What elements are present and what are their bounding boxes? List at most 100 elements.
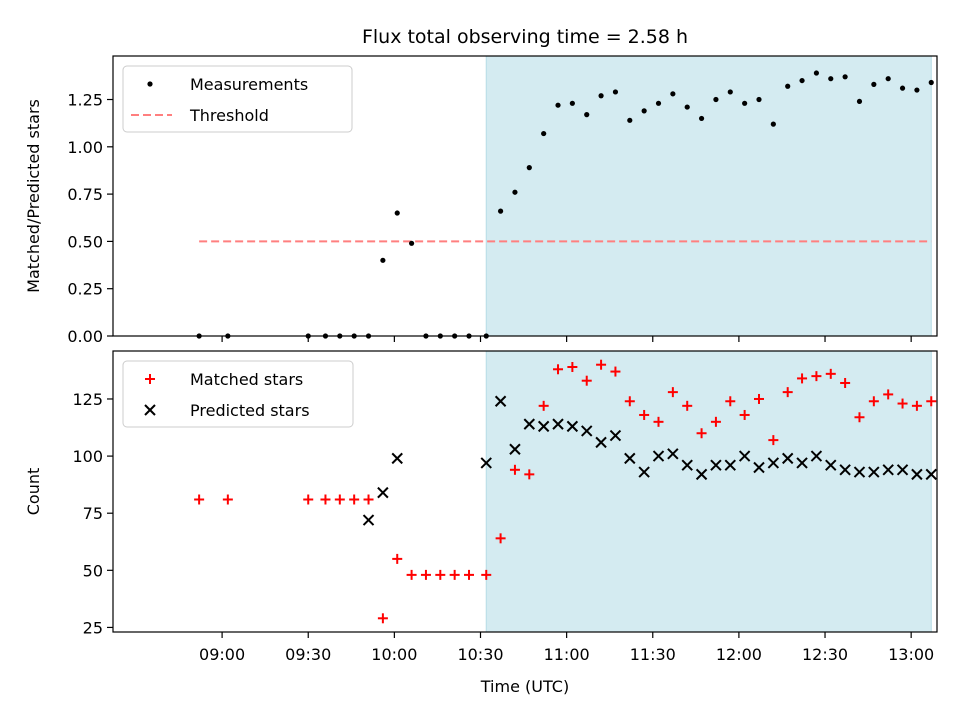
data-point	[899, 85, 906, 91]
data-point	[914, 87, 920, 93]
data-point	[553, 364, 564, 375]
series-matched-stars	[194, 359, 937, 624]
data-point	[926, 396, 937, 407]
data-point	[494, 395, 507, 407]
y-axis-label: Matched/Predicted stars	[24, 99, 43, 293]
data-point	[756, 96, 762, 103]
data-point	[753, 393, 764, 404]
legend-marker	[147, 81, 153, 87]
data-point	[768, 435, 779, 446]
data-point	[638, 466, 650, 478]
y-tick-label: 25	[83, 618, 103, 637]
x-b	[494, 395, 507, 407]
data-point	[555, 102, 561, 108]
data-point	[896, 464, 909, 476]
data-point	[897, 398, 908, 409]
data-point	[727, 89, 733, 95]
x-b	[509, 443, 521, 455]
x-b	[552, 418, 564, 430]
x-b	[882, 464, 894, 476]
data-point	[610, 366, 621, 377]
x-b	[839, 464, 851, 476]
data-point	[781, 452, 794, 465]
data-point	[362, 514, 375, 526]
x-b	[377, 486, 389, 499]
data-point	[742, 100, 748, 106]
data-point	[194, 494, 205, 505]
data-point	[435, 569, 446, 580]
data-point	[797, 373, 808, 384]
data-point	[526, 165, 532, 171]
x-b	[911, 468, 923, 481]
x-b	[868, 466, 880, 478]
y-tick-label: 125	[72, 390, 103, 409]
x-tick-label: 12:00	[716, 645, 762, 664]
x-tick-label: 10:30	[457, 645, 503, 664]
observing-span	[485, 55, 932, 337]
data-point	[883, 389, 894, 400]
data-point	[882, 464, 894, 476]
x-b	[810, 450, 823, 462]
data-point	[394, 210, 400, 216]
x-b	[638, 466, 650, 478]
x-b	[652, 450, 665, 462]
data-point	[541, 130, 547, 137]
data-point	[853, 466, 866, 478]
data-point	[349, 494, 360, 505]
x-axis-label: Time (UTC)	[480, 677, 569, 696]
data-point	[682, 400, 693, 411]
data-point	[911, 468, 923, 481]
data-point	[377, 486, 389, 499]
x-b	[738, 450, 751, 462]
data-point	[840, 377, 851, 388]
data-point	[796, 457, 808, 469]
x-b	[896, 464, 909, 476]
bottom-panel: 25 50 75 100 125 09:00 09:30 10:00 10:30 11:00 11:…	[24, 350, 938, 664]
x-b	[624, 452, 636, 465]
data-point	[509, 443, 521, 455]
data-point	[641, 108, 647, 114]
legend-marker	[144, 404, 156, 416]
data-point	[738, 450, 751, 462]
axes-frame	[112, 350, 938, 633]
data-point	[868, 396, 879, 407]
data-point	[810, 450, 823, 462]
data-point	[449, 569, 460, 580]
data-point	[825, 368, 836, 379]
data-point	[334, 494, 345, 505]
y-tick-label: 0.00	[67, 327, 103, 346]
data-point	[524, 469, 535, 480]
data-point	[785, 83, 791, 89]
data-point	[464, 569, 475, 580]
x-b	[566, 420, 579, 433]
data-point	[420, 569, 431, 580]
data-point	[566, 420, 579, 433]
data-point	[739, 409, 750, 420]
x-b	[144, 404, 156, 416]
legend: Matched stars Predicted stars	[122, 360, 354, 428]
data-point	[480, 457, 492, 469]
data-point	[825, 459, 837, 471]
data-point	[303, 494, 314, 505]
data-point	[842, 74, 848, 80]
x-b	[391, 452, 403, 465]
y-tick-label: 1.25	[67, 91, 103, 110]
x-b	[595, 436, 607, 449]
data-point	[925, 468, 937, 481]
x-b	[853, 466, 866, 478]
x-b	[825, 459, 837, 471]
data-point	[567, 361, 578, 372]
data-point	[885, 76, 891, 82]
data-point	[612, 89, 619, 95]
y-tick-label: 100	[72, 447, 103, 466]
data-point	[624, 452, 636, 465]
legend-label: Threshold	[189, 106, 269, 125]
x-b	[753, 461, 765, 474]
data-point	[696, 428, 707, 439]
x-b	[695, 468, 708, 481]
x-b	[581, 425, 593, 437]
data-point	[639, 409, 650, 420]
y-tick-label: 0.75	[67, 185, 103, 204]
data-point	[595, 436, 607, 449]
